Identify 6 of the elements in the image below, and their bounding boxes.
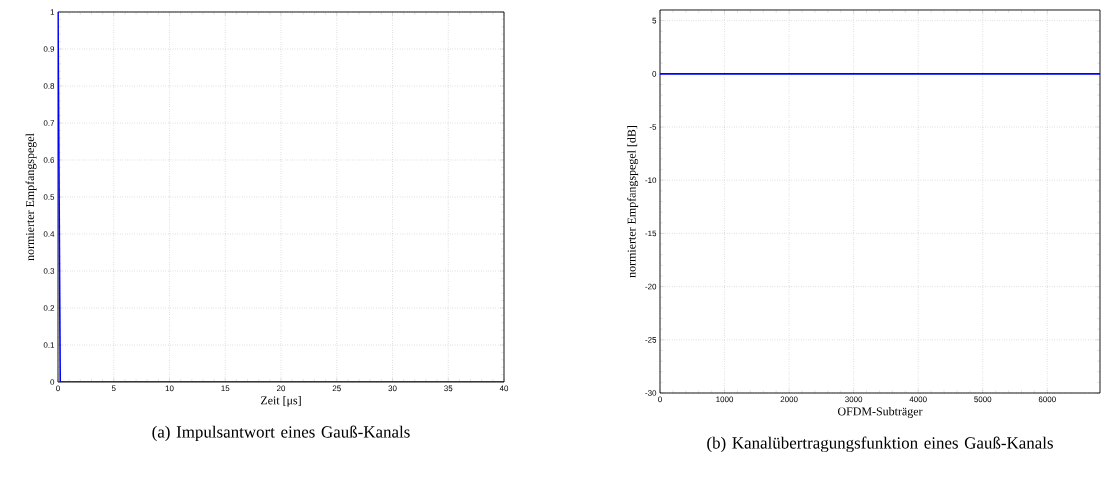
x-axis-title: OFDM-Subträger bbox=[837, 407, 923, 418]
y-axis-title: normierter Empfangspegel bbox=[25, 133, 37, 261]
x-axis-title: Zeit [μs] bbox=[260, 396, 301, 407]
text: (b) Kanalübertragungsfunktion eines Gauß-Kanals bbox=[707, 436, 1053, 453]
text: (a) Impulsantwort eines Gauß-Kanals bbox=[152, 425, 410, 442]
y-axis-title: normierter Empfangspegel [dB] bbox=[627, 126, 639, 278]
